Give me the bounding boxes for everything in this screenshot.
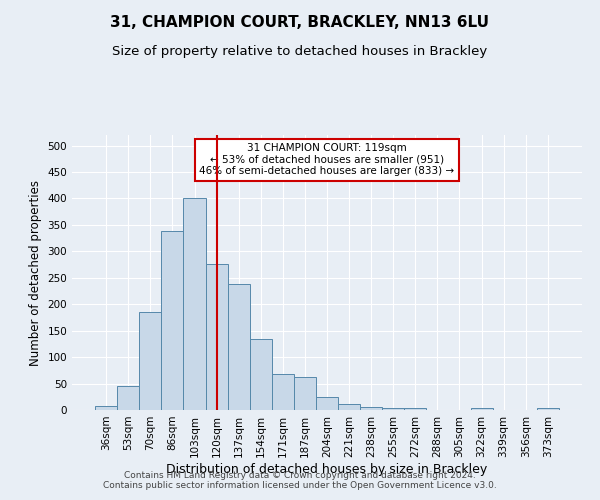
Bar xyxy=(95,406,117,410)
Text: 31, CHAMPION COURT, BRACKLEY, NN13 6LU: 31, CHAMPION COURT, BRACKLEY, NN13 6LU xyxy=(110,15,490,30)
Y-axis label: Number of detached properties: Number of detached properties xyxy=(29,180,42,366)
Bar xyxy=(272,374,294,410)
Bar xyxy=(537,408,559,410)
Text: Contains HM Land Registry data © Crown copyright and database right 2024.
Contai: Contains HM Land Registry data © Crown c… xyxy=(103,470,497,490)
X-axis label: Distribution of detached houses by size in Brackley: Distribution of detached houses by size … xyxy=(166,462,488,475)
Bar xyxy=(227,284,250,410)
Bar xyxy=(139,312,161,410)
Bar xyxy=(294,377,316,410)
Bar xyxy=(382,408,404,410)
Bar xyxy=(316,397,338,410)
Bar xyxy=(338,404,360,410)
Bar xyxy=(206,264,227,410)
Bar xyxy=(404,408,427,410)
Text: 31 CHAMPION COURT: 119sqm
← 53% of detached houses are smaller (951)
46% of semi: 31 CHAMPION COURT: 119sqm ← 53% of detac… xyxy=(199,143,455,176)
Bar xyxy=(470,408,493,410)
Bar xyxy=(184,198,206,410)
Bar xyxy=(161,231,184,410)
Bar xyxy=(117,386,139,410)
Text: Size of property relative to detached houses in Brackley: Size of property relative to detached ho… xyxy=(112,45,488,58)
Bar xyxy=(360,408,382,410)
Bar xyxy=(250,338,272,410)
